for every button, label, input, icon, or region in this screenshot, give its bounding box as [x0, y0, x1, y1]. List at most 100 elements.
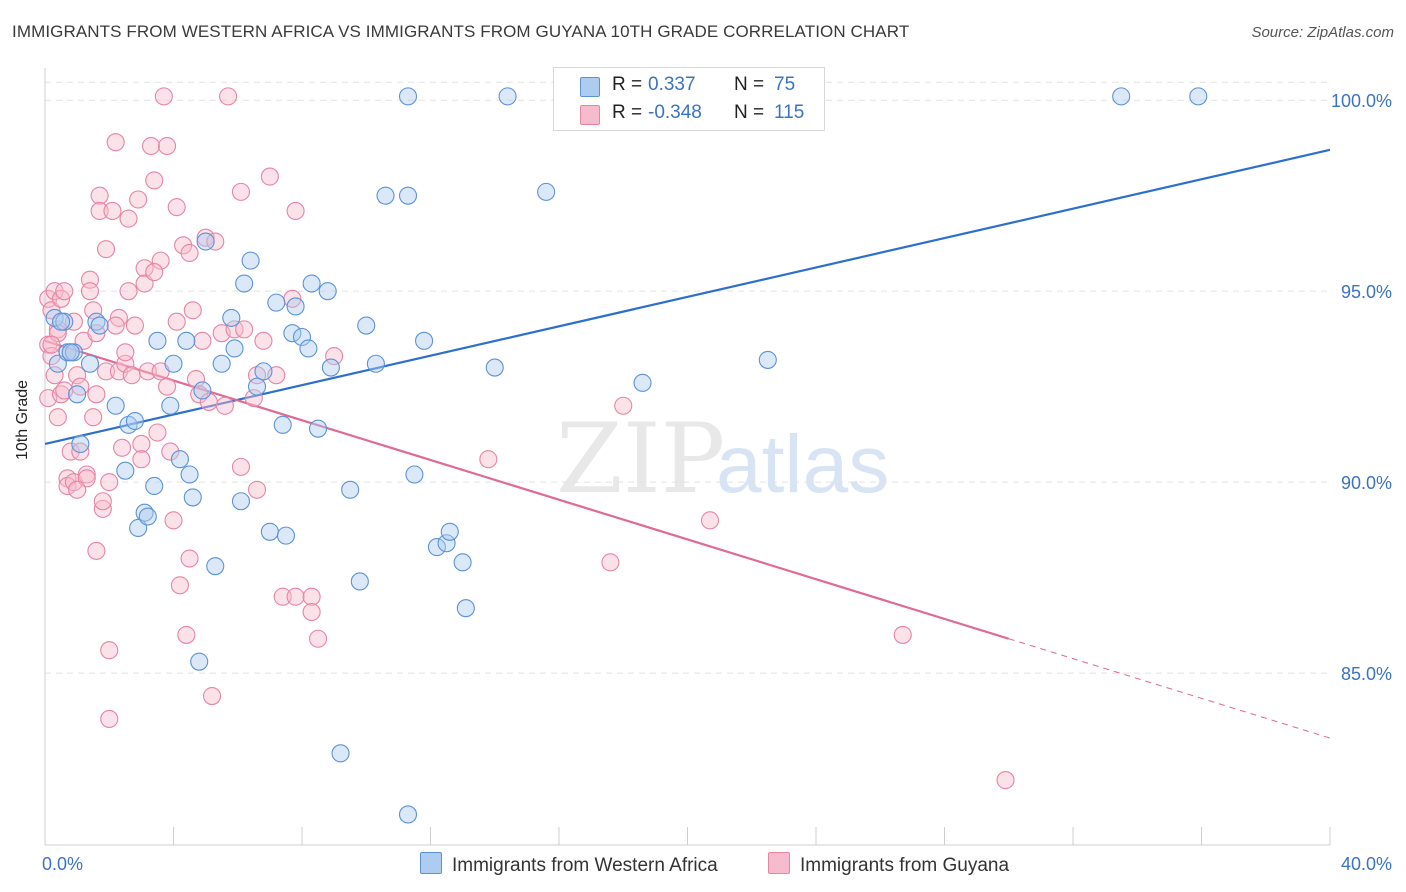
point-guyana: [254, 331, 273, 350]
point-western-africa: [633, 373, 652, 392]
trend-line-guyana-extension: [1008, 638, 1331, 739]
point-guyana: [700, 511, 720, 530]
point-guyana: [231, 182, 251, 201]
point-guyana: [167, 312, 186, 331]
watermark-zip: ZIP: [556, 403, 725, 515]
point-guyana: [61, 442, 80, 461]
point-western-africa: [193, 381, 212, 400]
y-tick-label-100: 100.0%: [1331, 91, 1392, 111]
point-western-africa: [106, 396, 125, 415]
point-western-africa: [180, 465, 199, 484]
point-guyana: [325, 347, 344, 366]
pink-swatch-icon: [768, 852, 790, 874]
point-guyana: [90, 186, 109, 205]
trend-line-guyana: [44, 339, 1010, 640]
point-western-africa: [758, 350, 777, 369]
point-guyana: [186, 369, 206, 389]
point-guyana: [87, 385, 106, 404]
point-guyana: [100, 709, 119, 729]
point-guyana: [100, 641, 119, 660]
point-western-africa: [183, 488, 202, 507]
point-guyana: [235, 320, 254, 339]
point-western-africa: [299, 339, 318, 358]
point-guyana: [225, 320, 244, 339]
chart-title: IMMIGRANTS FROM WESTERN AFRICA VS IMMIGR…: [12, 22, 910, 41]
point-western-africa: [1189, 87, 1208, 106]
point-guyana: [93, 492, 112, 511]
point-western-africa: [376, 186, 395, 205]
point-guyana: [154, 87, 173, 106]
point-guyana: [196, 228, 215, 247]
point-western-africa: [415, 331, 434, 350]
point-western-africa: [366, 354, 385, 373]
point-western-africa: [485, 358, 504, 377]
point-guyana: [199, 392, 218, 411]
point-western-africa: [138, 507, 157, 526]
watermark: ZIP atlas: [556, 403, 889, 515]
point-guyana: [158, 377, 177, 396]
point-guyana: [183, 301, 202, 320]
point-guyana: [180, 549, 199, 568]
point-western-africa: [321, 358, 340, 377]
point-western-africa: [341, 480, 360, 499]
point-western-africa: [212, 354, 231, 373]
stats-legend: R = 0.337 N = 75 R = -0.348 N = 115: [553, 67, 825, 131]
point-western-africa: [161, 396, 180, 415]
point-guyana: [893, 625, 912, 644]
legend-n-label: N =: [734, 102, 765, 123]
grid-lines: [45, 81, 1330, 674]
point-guyana: [260, 167, 279, 186]
point-guyana: [286, 587, 305, 606]
point-western-africa: [231, 492, 251, 511]
points-guyana: [39, 87, 1015, 790]
point-western-africa: [247, 377, 267, 396]
legend-r-label: R =: [612, 102, 643, 123]
point-western-africa: [331, 744, 350, 763]
axes: [44, 68, 1331, 846]
point-guyana: [132, 450, 151, 469]
point-western-africa: [145, 476, 164, 496]
point-guyana: [84, 301, 103, 320]
point-western-africa: [453, 553, 472, 572]
point-western-africa: [405, 465, 424, 484]
point-guyana: [96, 240, 116, 259]
point-western-africa: [225, 339, 244, 358]
point-western-africa: [276, 526, 295, 545]
point-guyana: [132, 434, 151, 454]
point-western-africa: [440, 522, 459, 541]
point-guyana: [161, 442, 180, 461]
point-guyana: [64, 312, 83, 331]
point-guyana: [106, 316, 125, 335]
legend-item-western-africa: Immigrants from Western Africa: [420, 852, 718, 877]
point-guyana: [231, 457, 251, 476]
y-tick-label-90: 90.0%: [1341, 473, 1392, 493]
point-guyana: [206, 232, 225, 251]
point-western-africa: [398, 805, 418, 824]
watermark-atlas: atlas: [716, 419, 889, 510]
point-western-africa: [398, 87, 418, 106]
point-guyana: [302, 602, 321, 622]
point-guyana: [151, 251, 170, 270]
point-guyana: [141, 136, 161, 156]
point-guyana: [84, 408, 103, 427]
point-guyana: [601, 553, 620, 572]
point-guyana: [96, 362, 116, 381]
point-guyana: [45, 366, 64, 385]
point-western-africa: [61, 343, 80, 362]
point-guyana: [145, 263, 164, 282]
point-guyana: [68, 480, 87, 499]
y-tick-label-95: 95.0%: [1341, 282, 1392, 302]
point-western-africa: [52, 312, 71, 331]
point-guyana: [158, 136, 177, 156]
point-western-africa: [318, 282, 337, 301]
blue-swatch-icon: [420, 852, 442, 874]
point-guyana: [174, 236, 193, 255]
blue-swatch-icon: [580, 77, 600, 97]
point-guyana: [135, 259, 154, 278]
point-guyana: [138, 362, 157, 381]
point-guyana: [273, 587, 292, 606]
point-western-africa: [427, 538, 446, 557]
point-western-africa: [302, 274, 321, 293]
legend-r-value: -0.348: [648, 102, 702, 123]
point-guyana: [48, 324, 67, 343]
